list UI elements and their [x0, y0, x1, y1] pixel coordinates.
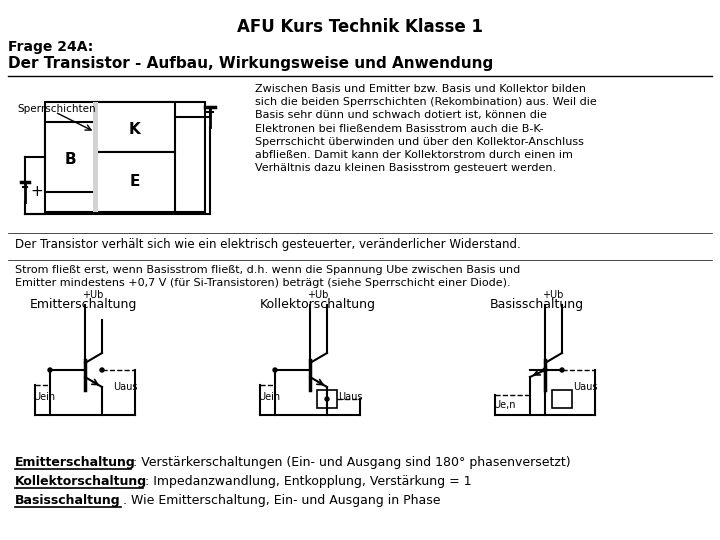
Text: Uaus: Uaus [338, 392, 362, 402]
Text: Uein: Uein [33, 392, 55, 402]
Bar [45, 102, 205, 212]
Circle shape [325, 397, 329, 401]
Text: Kollektorschaltung: Kollektorschaltung [260, 298, 376, 311]
Text: Der Transistor - Aufbau, Wirkungsweise und Anwendung: Der Transistor - Aufbau, Wirkungsweise u… [8, 56, 493, 71]
Circle shape [273, 368, 277, 372]
Circle shape [48, 368, 52, 372]
Bar [95, 152, 175, 212]
Text: B: B [64, 152, 76, 167]
Text: Kollektorschaltung: Kollektorschaltung [15, 475, 147, 488]
Text: Frage 24A:: Frage 24A: [8, 40, 94, 54]
Bar [317, 390, 337, 408]
Text: +Ub: +Ub [82, 290, 104, 300]
Text: +Ub: +Ub [307, 290, 328, 300]
Circle shape [100, 368, 104, 372]
Text: Der Transistor verhält sich wie ein elektrisch gesteuerter, veränderlicher Wider: Der Transistor verhält sich wie ein elek… [15, 238, 521, 251]
Text: . Wie Emitterschaltung, Ein- und Ausgang in Phase: . Wie Emitterschaltung, Ein- und Ausgang… [123, 494, 441, 507]
Text: Strom fließt erst, wenn Basisstrom fließt, d.h. wenn die Spannung Ube zwischen B: Strom fließt erst, wenn Basisstrom fließ… [15, 265, 521, 288]
Text: AFU Kurs Technik Klasse 1: AFU Kurs Technik Klasse 1 [237, 18, 483, 36]
Text: Uein: Uein [258, 392, 280, 402]
Text: : Impedanzwandlung, Entkopplung, Verstärkung = 1: : Impedanzwandlung, Entkopplung, Verstär… [145, 475, 472, 488]
Circle shape [543, 368, 547, 372]
Text: Zwischen Basis und Emitter bzw. Basis und Kollektor bilden
sich die beiden Sperr: Zwischen Basis und Emitter bzw. Basis un… [255, 84, 597, 173]
Text: Sperrschichten: Sperrschichten [17, 104, 96, 114]
Text: Basisschaltung: Basisschaltung [490, 298, 584, 311]
Text: K: K [129, 122, 141, 137]
Text: Emitterschaltung: Emitterschaltung [15, 456, 136, 469]
Text: : Verstärkerschaltungen (Ein- und Ausgang sind 180° phasenversetzt): : Verstärkerschaltungen (Ein- und Ausgan… [133, 456, 571, 469]
Text: Ue,n: Ue,n [493, 400, 516, 410]
Text: +Ub: +Ub [542, 290, 563, 300]
Text: Uaus: Uaus [573, 382, 598, 392]
Text: Uaus: Uaus [113, 382, 138, 392]
Bar [45, 122, 95, 192]
Text: Emitterschaltung: Emitterschaltung [30, 298, 138, 311]
Text: E: E [130, 174, 140, 190]
Bar [93, 102, 98, 152]
Text: +: + [31, 185, 43, 199]
Bar [95, 102, 175, 152]
Text: Basisschaltung: Basisschaltung [15, 494, 121, 507]
Bar [552, 390, 572, 408]
Circle shape [560, 368, 564, 372]
Bar [93, 152, 98, 212]
